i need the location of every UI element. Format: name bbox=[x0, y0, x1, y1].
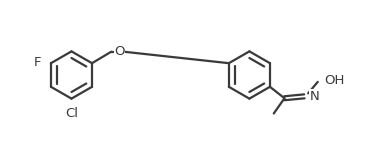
Text: OH: OH bbox=[324, 74, 345, 87]
Text: O: O bbox=[114, 45, 125, 58]
Text: F: F bbox=[34, 56, 41, 69]
Text: N: N bbox=[310, 90, 319, 103]
Text: Cl: Cl bbox=[65, 107, 78, 120]
